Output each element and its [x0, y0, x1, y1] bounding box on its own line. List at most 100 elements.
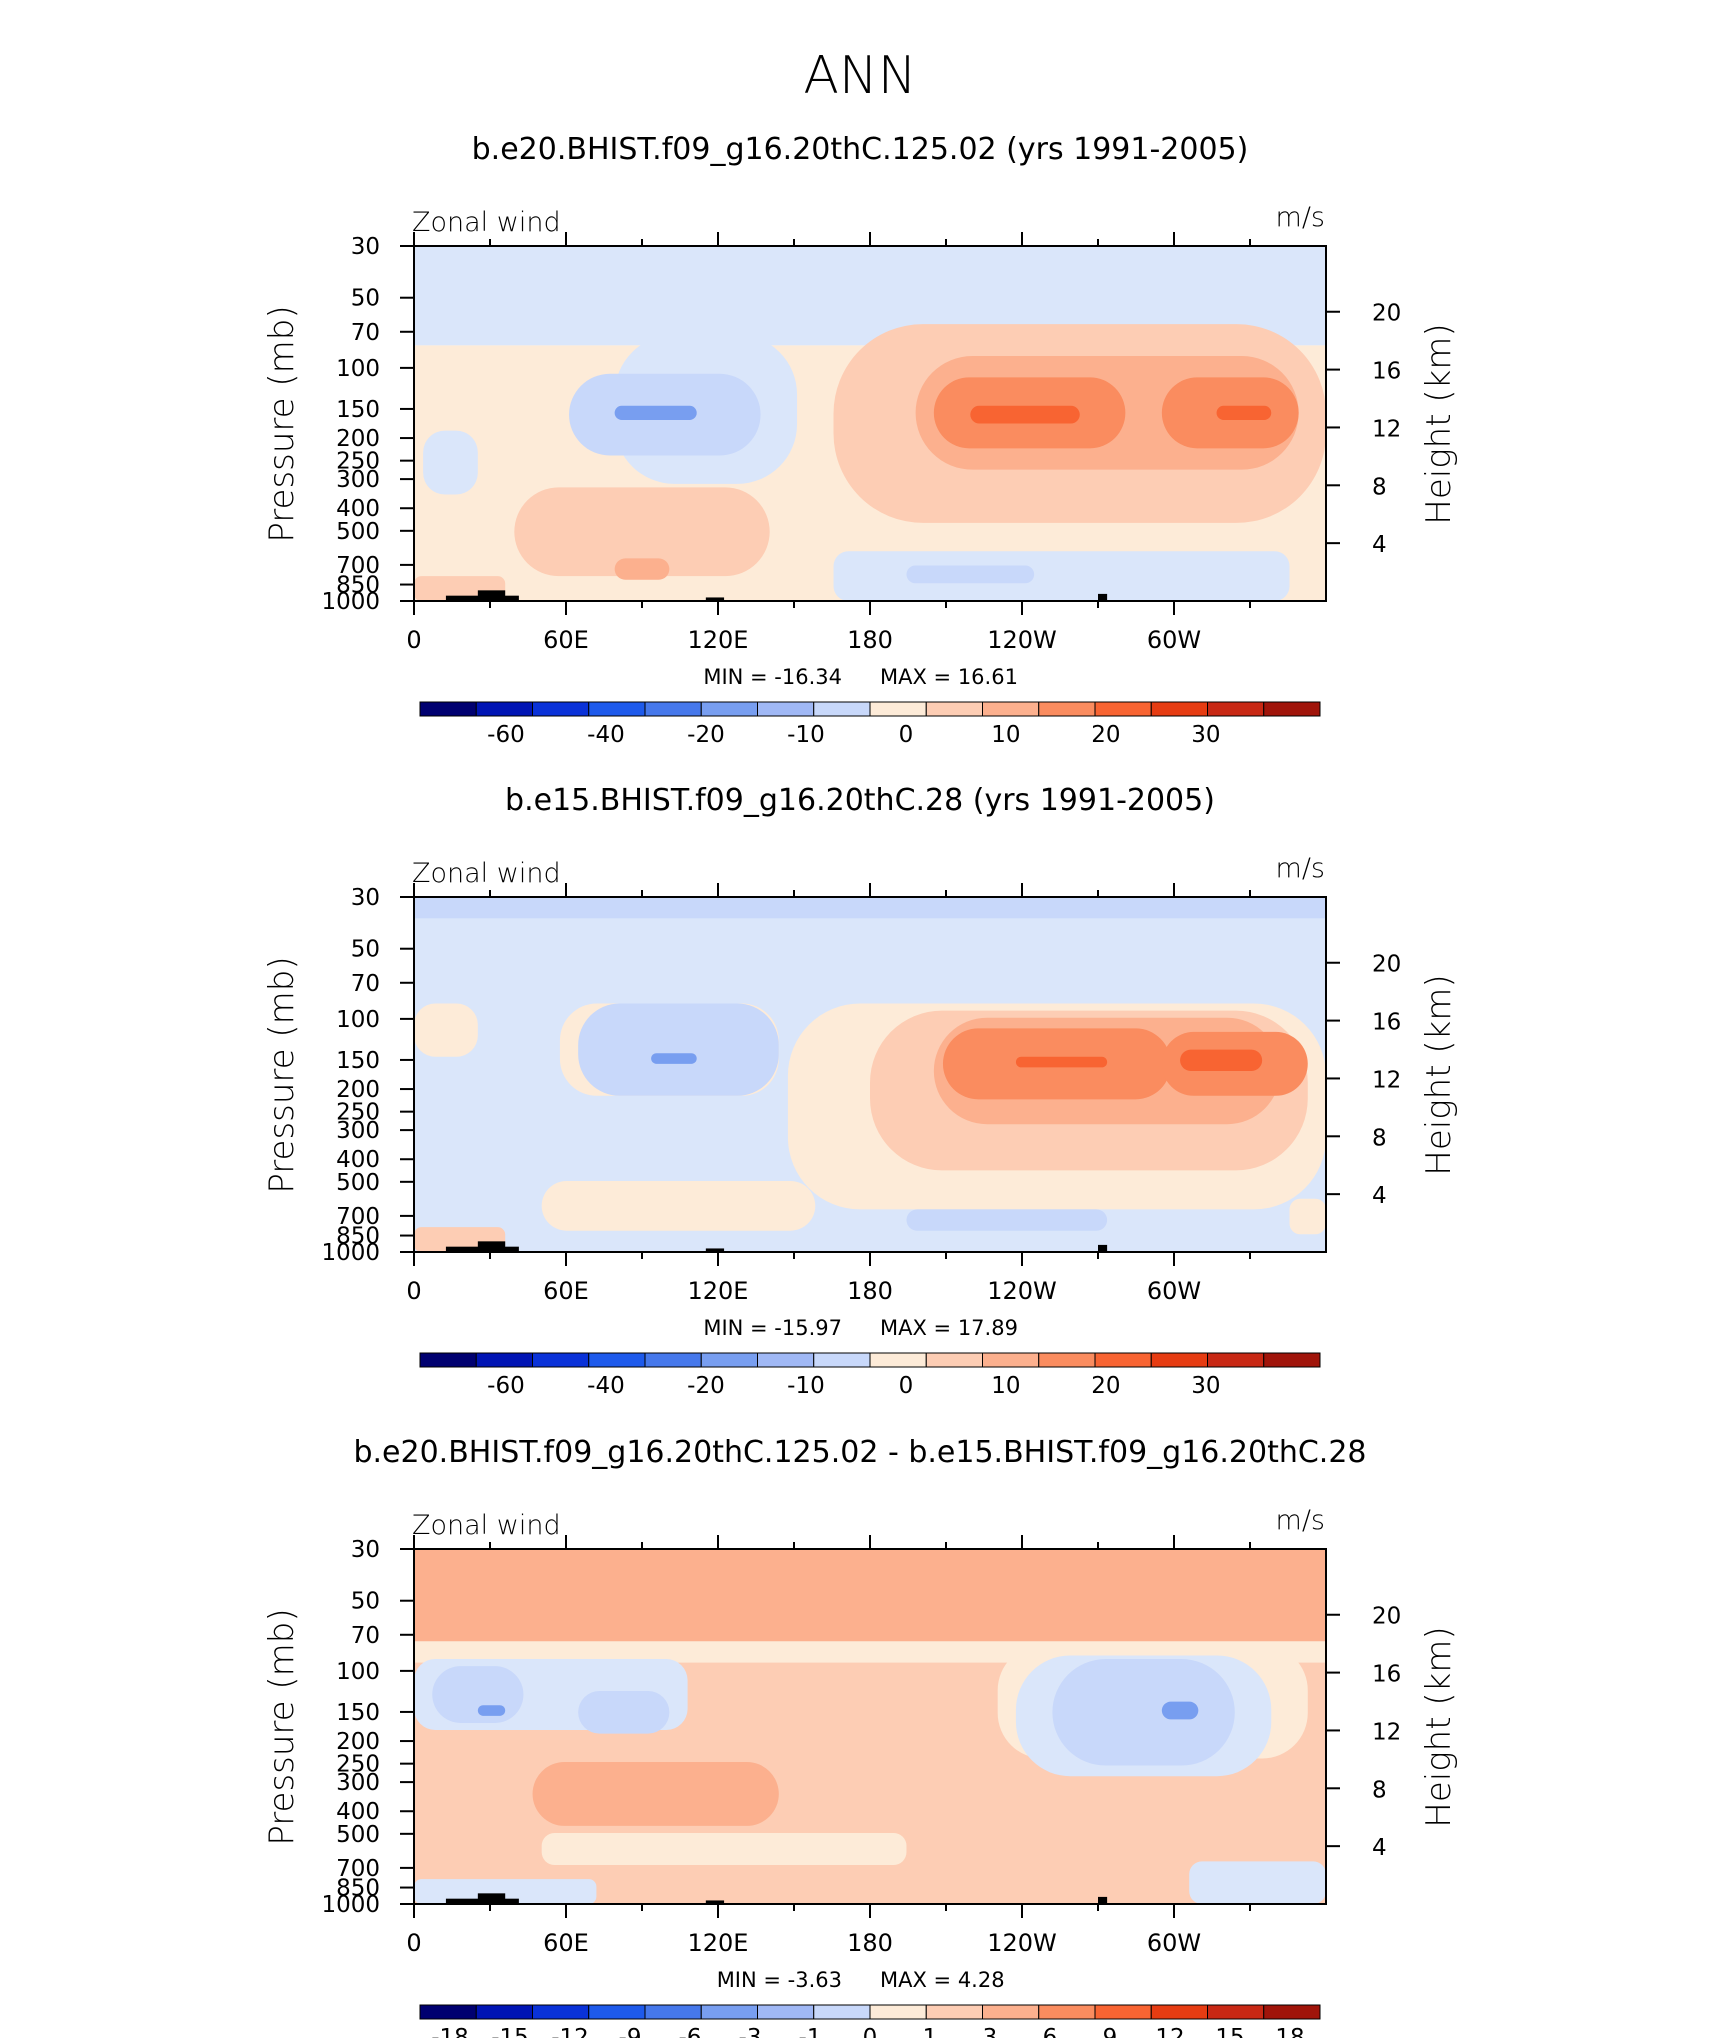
colorbar-swatch: [813, 2004, 871, 2020]
x-tick-label: 180: [847, 1929, 893, 1957]
y-axis-label: Pressure (mb): [262, 305, 302, 542]
y-tick-label: 30: [351, 234, 380, 260]
colorbar-swatch: [982, 701, 1040, 717]
variable-label: Zonal wind: [412, 1510, 561, 1541]
colorbar-swatch: [813, 1352, 871, 1368]
colorbar-swatch: [925, 2004, 983, 2020]
contour-region: [1216, 405, 1272, 420]
y-tick-label: 400: [336, 1799, 380, 1825]
x-tick-label: 60W: [1147, 1929, 1201, 1957]
y-tick-label: 30: [351, 1537, 380, 1563]
colorbar-label: -9: [619, 2025, 642, 2038]
panel-title: b.e15.BHIST.f09_g16.20thC.28 (yrs 1991-2…: [505, 783, 1215, 818]
colorbar-swatch: [588, 701, 646, 717]
colorbar-swatch: [925, 1352, 983, 1368]
y-tick-label: 100: [336, 356, 380, 382]
max-label: MAX = 4.28: [880, 1968, 1005, 1992]
colorbar-swatch: [1263, 1352, 1321, 1368]
colorbar-label: -10: [787, 722, 825, 748]
y2-tick-label: 16: [1372, 359, 1401, 385]
x-tick-label: 60W: [1147, 1277, 1201, 1305]
x-tick-label: 120E: [688, 626, 749, 654]
y-tick-label: 150: [336, 1048, 380, 1074]
y-tick-label: 50: [351, 286, 380, 312]
contour-region: [614, 558, 670, 580]
y2-tick-label: 16: [1372, 1662, 1401, 1688]
colorbar-swatch: [925, 701, 983, 717]
panel-3: b.e20.BHIST.f09_g16.20thC.125.02 - b.e15…: [262, 1435, 1459, 2038]
colorbar-label: 30: [1191, 722, 1220, 748]
contour-region: [541, 1181, 816, 1231]
topography: [477, 1893, 506, 1904]
colorbar-swatch: [1263, 2004, 1321, 2020]
y-tick-label: 700: [336, 1856, 380, 1882]
y2-tick-label: 8: [1372, 1777, 1387, 1803]
y2-tick-label: 4: [1372, 1183, 1387, 1209]
colorbar-label: 0: [899, 1373, 914, 1399]
colorbar-swatch: [419, 701, 477, 717]
colorbar-label: -12: [551, 2025, 589, 2038]
contour-region: [651, 1053, 697, 1064]
contour-region: [432, 1666, 524, 1723]
colorbar-label: -40: [587, 722, 625, 748]
colorbar-swatch: [982, 2004, 1040, 2020]
min-label: MIN = -16.34: [703, 665, 842, 689]
y-tick-label: 850: [336, 1876, 380, 1902]
panel-title: b.e20.BHIST.f09_g16.20thC.125.02 - b.e15…: [353, 1435, 1366, 1470]
y-tick-label: 500: [336, 1822, 380, 1848]
x-tick-label: 180: [847, 1277, 893, 1305]
y2-tick-label: 8: [1372, 1125, 1387, 1151]
contour-region: [414, 1549, 1326, 1642]
colorbar-label: 18: [1275, 2025, 1304, 2038]
colorbar-swatch: [757, 1352, 815, 1368]
y-tick-label: 700: [336, 1204, 380, 1230]
topography: [705, 597, 725, 601]
y-tick-label: 70: [351, 1623, 380, 1649]
x-tick-label: 120W: [987, 1277, 1057, 1305]
y2-tick-label: 20: [1372, 301, 1401, 327]
colorbar-label: -1: [799, 2025, 822, 2038]
colorbar-swatch: [644, 701, 702, 717]
colorbar-swatch: [419, 1352, 477, 1368]
colorbar-swatch: [1207, 2004, 1265, 2020]
colorbar-label: 15: [1215, 2025, 1244, 2038]
max-label: MAX = 17.89: [880, 1316, 1018, 1340]
colorbar-swatch: [532, 1352, 590, 1368]
colorbar-label: 12: [1155, 2025, 1184, 2038]
colorbar-swatch: [869, 1352, 927, 1368]
colorbar-swatch: [869, 701, 927, 717]
y-tick-label: 250: [336, 449, 380, 475]
contour-region: [1161, 1701, 1199, 1720]
figure-title: ANN: [803, 46, 916, 106]
panel-2: b.e15.BHIST.f09_g16.20thC.28 (yrs 1991-2…: [262, 783, 1459, 1399]
colorbar-label: 20: [1091, 1373, 1120, 1399]
y2-tick-label: 12: [1372, 416, 1401, 442]
x-tick-label: 0: [406, 626, 421, 654]
y-tick-label: 850: [336, 1224, 380, 1250]
y-tick-label: 1000: [321, 1892, 380, 1918]
colorbar-swatch: [869, 2004, 927, 2020]
x-tick-label: 60E: [543, 1929, 589, 1957]
colorbar-swatch: [982, 1352, 1040, 1368]
colorbar-swatch: [532, 2004, 590, 2020]
contour-region: [1289, 1198, 1326, 1235]
y-tick-label: 100: [336, 1007, 380, 1033]
colorbar-swatch: [1150, 1352, 1208, 1368]
y-tick-label: 700: [336, 553, 380, 579]
y2-tick-label: 20: [1372, 1604, 1401, 1630]
y-tick-label: 850: [336, 573, 380, 599]
colorbar-label: -20: [687, 722, 725, 748]
x-tick-label: 180: [847, 626, 893, 654]
colorbar-swatch: [700, 1352, 758, 1368]
contour-region: [414, 1879, 597, 1904]
colorbar-label: 0: [863, 2025, 878, 2038]
y-tick-label: 300: [336, 1118, 380, 1144]
colorbar-swatch: [757, 2004, 815, 2020]
y-tick-label: 250: [336, 1752, 380, 1778]
colorbar-swatch: [1094, 701, 1152, 717]
colorbar-swatch: [1207, 1352, 1265, 1368]
contour-region: [1052, 1659, 1235, 1766]
y-tick-label: 200: [336, 1729, 380, 1755]
y-tick-label: 500: [336, 1170, 380, 1196]
contour-region: [541, 1833, 907, 1865]
